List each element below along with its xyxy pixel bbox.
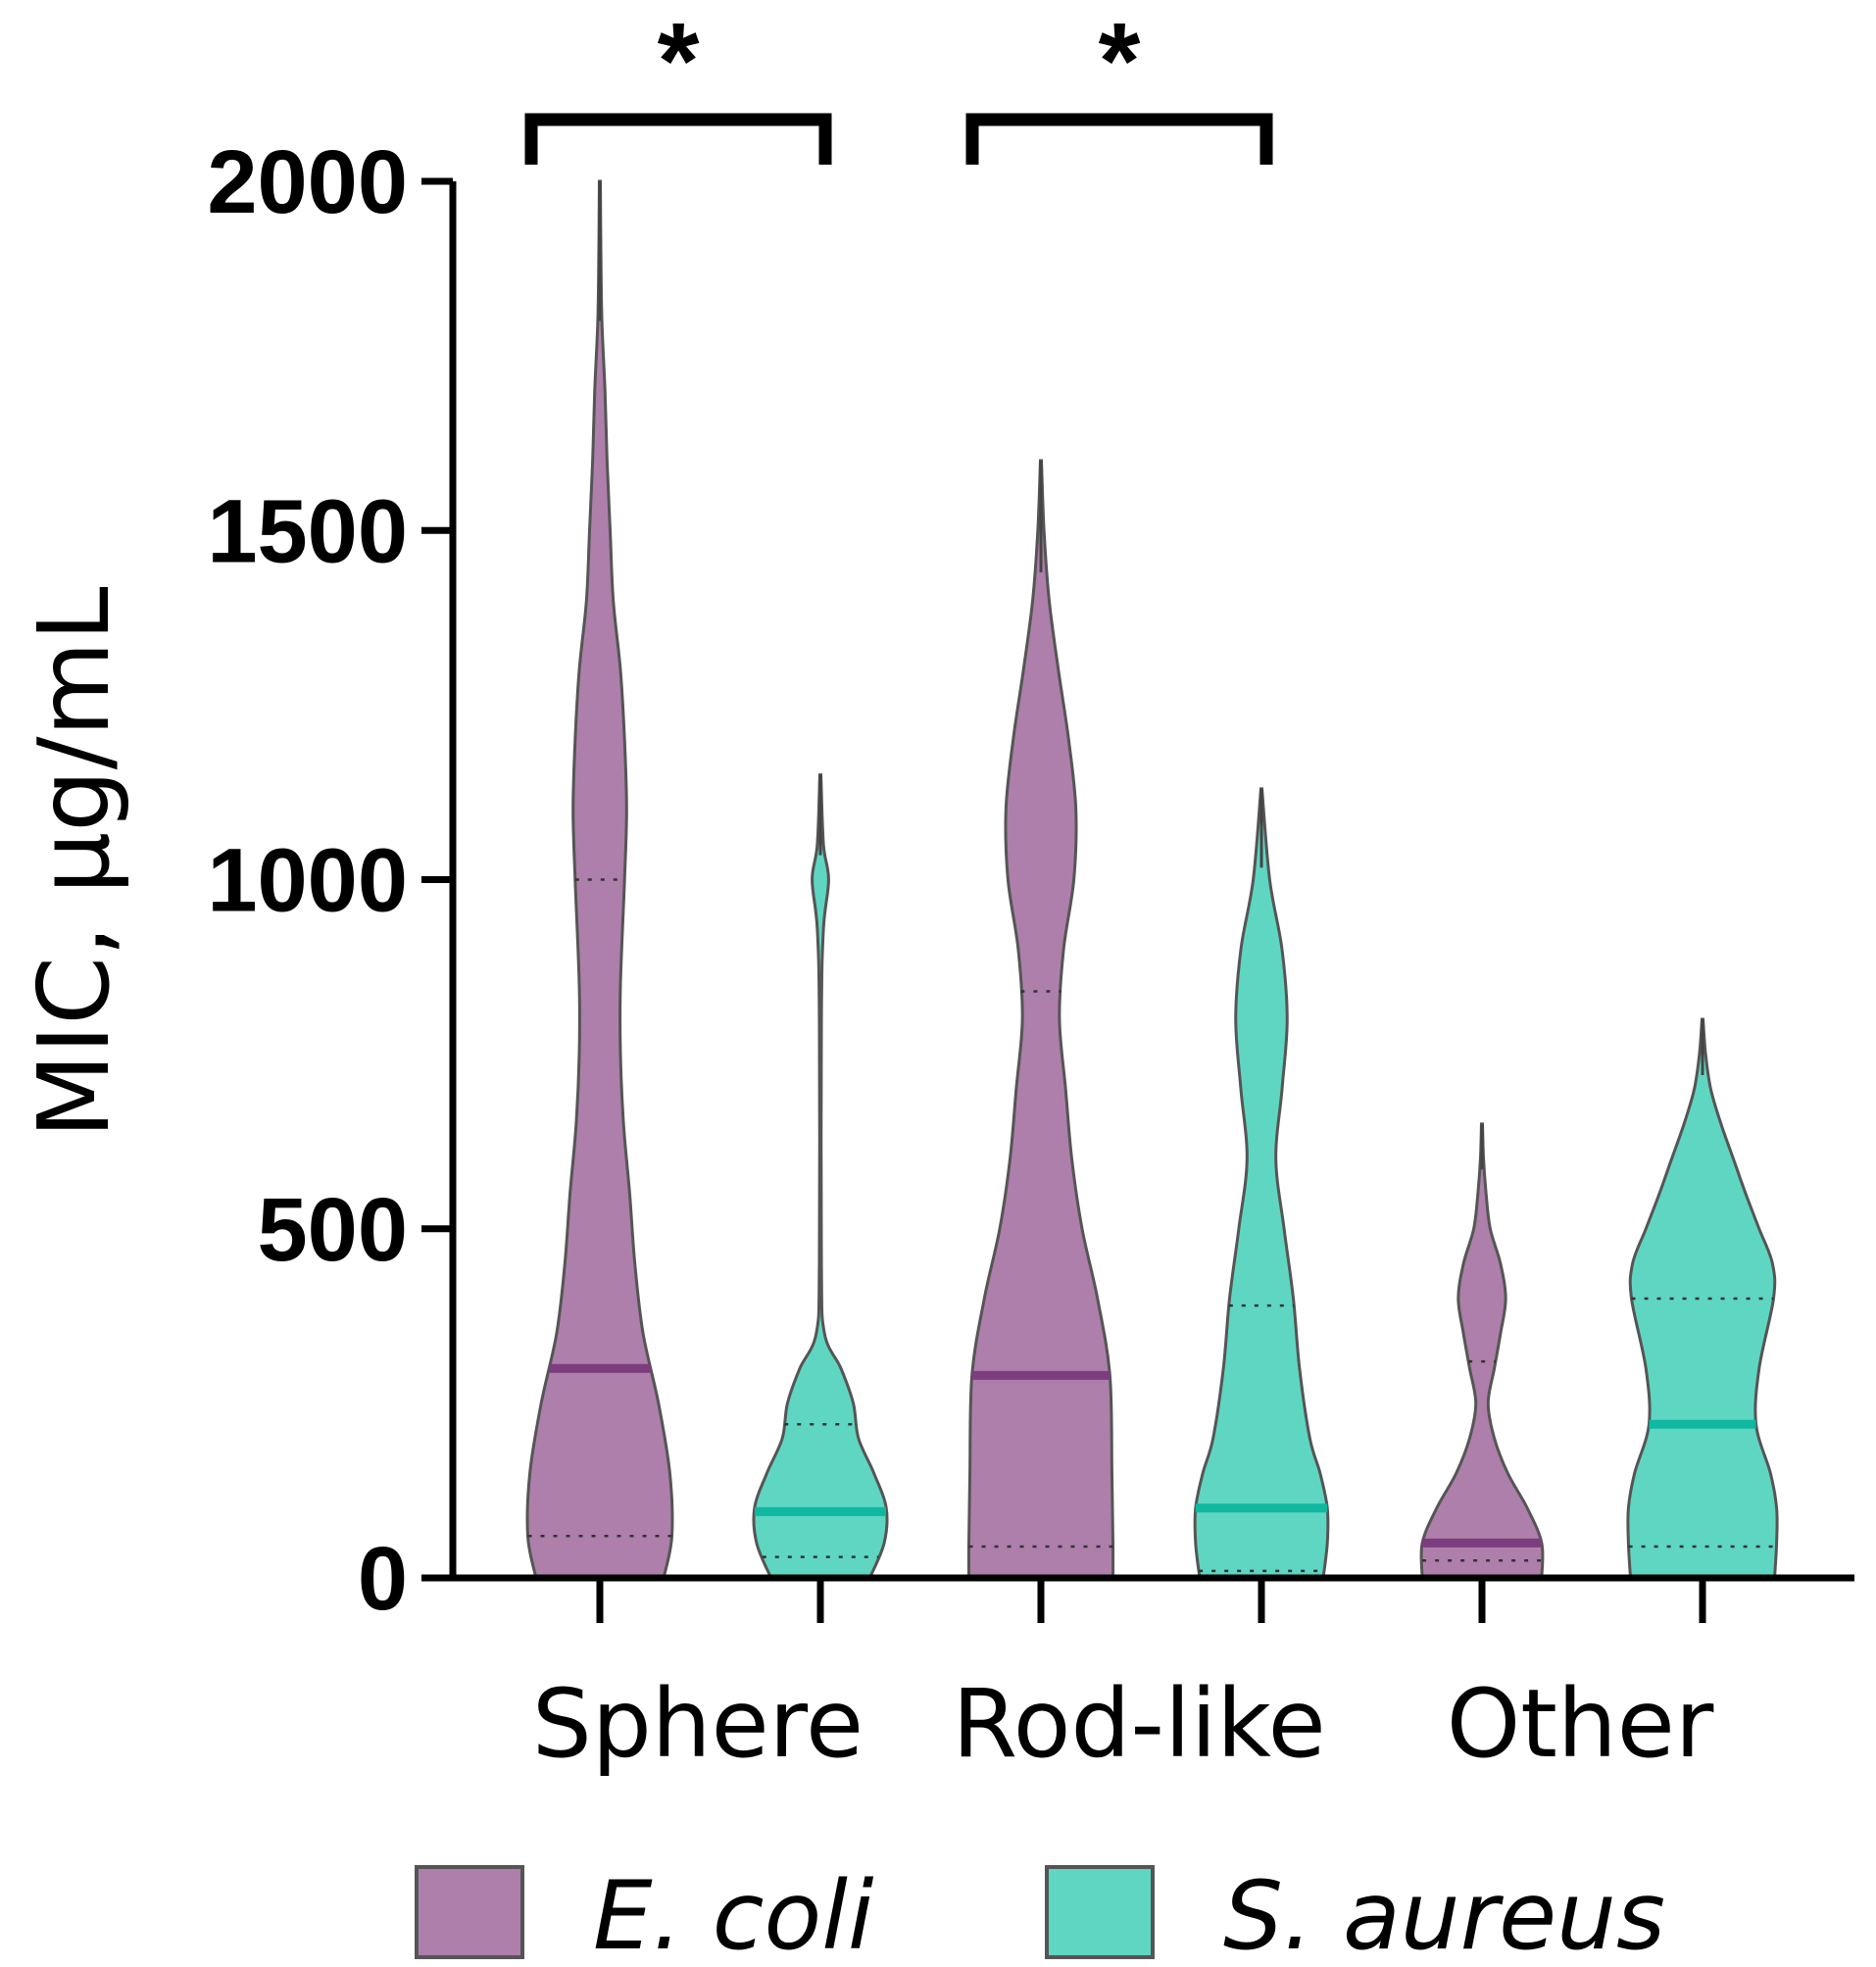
violin-body [1419,1122,1545,1580]
violin-body [752,773,889,1580]
y-tick-label-0: 0 [358,1529,408,1629]
violin-ecoli-sphere [525,179,674,1580]
violin-body [966,459,1115,1580]
legend-swatch [1045,1865,1155,1959]
legend-item-0: E. coli [415,1861,874,1967]
category-label-rod-like: Rod-like [952,1669,1325,1779]
legend-item-1: S. aureus [1045,1861,1665,1967]
violin-body [1193,787,1330,1580]
significance-bracket-rod-like [965,113,1273,165]
y-axis-label: MIC, μg/mL [17,586,131,1138]
category-label-sphere: Sphere [532,1669,864,1779]
violin-saureus-sphere [752,773,889,1580]
axes: 0 500 1000 1500 2000 Sphere Rod-like Other [207,132,1854,1779]
violin-ecoli-other [1419,1122,1545,1580]
y-tick-label-1500: 1500 [207,481,408,581]
violins [525,179,1779,1580]
violin-saureus-other [1626,1017,1779,1580]
significance-annotations: * * [524,1,1273,165]
violin-body [1626,1017,1779,1580]
legend-swatch [415,1865,524,1959]
significance-star-sphere: * [658,1,700,122]
violin-ecoli-rod-like [966,459,1115,1580]
y-tick-label-2000: 2000 [207,132,408,232]
category-label-other: Other [1447,1669,1714,1779]
legend-label: E. coli [593,1861,874,1967]
y-tick-label-1000: 1000 [207,831,408,931]
legend: E. coli S. aureus [415,1861,1665,1967]
significance-star-rod-like: * [1099,1,1141,122]
legend-label: S. aureus [1223,1861,1665,1967]
y-tick-label-500: 500 [258,1180,409,1280]
significance-bracket-sphere [524,113,832,165]
violin-saureus-rod-like [1193,787,1330,1580]
